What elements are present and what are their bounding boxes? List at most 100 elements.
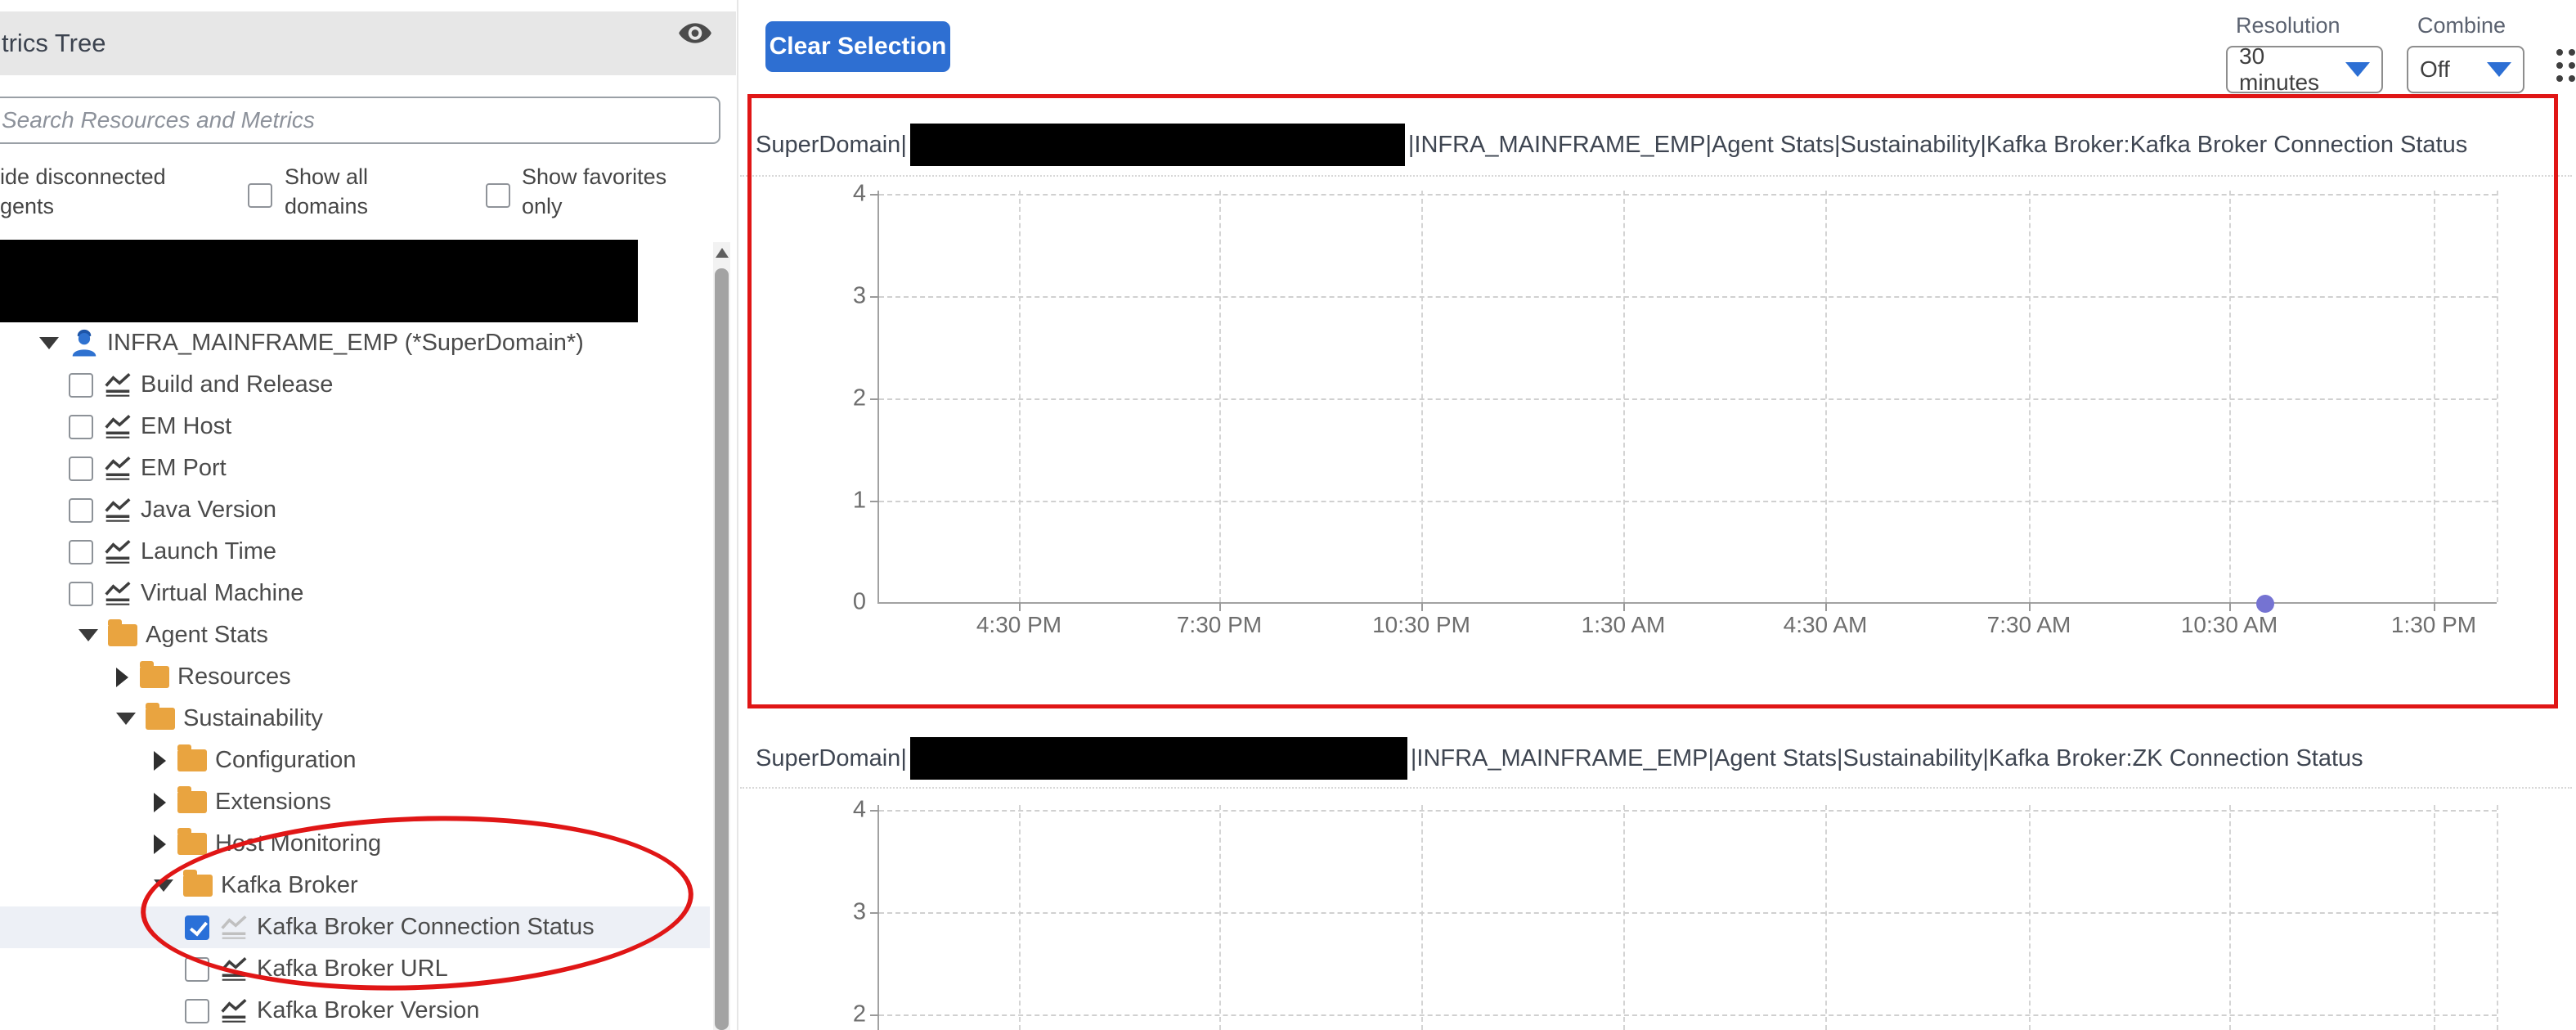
metric-chart-icon <box>105 414 131 439</box>
metric-chart-icon <box>105 372 131 397</box>
collapse-icon[interactable] <box>39 337 59 349</box>
folder-icon <box>183 870 213 897</box>
expand-icon[interactable] <box>154 792 166 812</box>
tree-item-resources[interactable]: Resources <box>0 656 710 698</box>
scrollbar-up-arrow-icon[interactable] <box>716 248 729 258</box>
resolution-dropdown[interactable]: 30 minutes <box>2226 43 2383 95</box>
tree-item-label: Kafka Broker Version <box>257 997 480 1023</box>
tree-item-java-version[interactable]: Java Version <box>0 489 710 531</box>
y-axis-tick-label: 2 <box>852 385 866 412</box>
tree-item-build-and-release[interactable]: Build and Release <box>0 364 710 406</box>
tree-item-kafka-broker[interactable]: Kafka Broker <box>0 865 710 906</box>
show-hide-eye-icon[interactable] <box>677 20 713 51</box>
redacted-agent-name <box>909 124 1405 166</box>
combine-value: Off <box>2420 56 2450 82</box>
x-axis-tick-label: 4:30 AM <box>1783 612 1868 637</box>
x-axis-tick-label: 4:30 PM <box>976 612 1062 637</box>
clear-selection-button[interactable]: Clear Selection <box>765 21 950 72</box>
expand-icon[interactable] <box>154 834 166 854</box>
tree-item-label: Kafka Broker <box>221 872 358 898</box>
collapse-icon[interactable] <box>154 879 173 892</box>
collapse-icon[interactable] <box>116 713 136 725</box>
chart2-divider <box>740 787 2572 789</box>
folder-icon <box>146 703 175 730</box>
chevron-down-icon <box>2345 62 2370 77</box>
expand-icon[interactable] <box>116 667 128 687</box>
search-input[interactable] <box>0 97 720 144</box>
combine-dropdown[interactable]: Off <box>2407 46 2524 93</box>
chart2-plot-area[interactable]: 4 3 2 <box>853 797 2498 1030</box>
tree-item-label: Agent Stats <box>146 622 268 648</box>
tree-item-label: Virtual Machine <box>141 580 304 606</box>
metric-checkbox[interactable] <box>69 372 93 398</box>
x-axis-tick-label: 1:30 AM <box>1581 612 1666 637</box>
folder-icon <box>177 828 207 855</box>
tree-item-label: Configuration <box>215 747 357 773</box>
tree-item-sustainability[interactable]: Sustainability <box>0 698 710 740</box>
show-all-domains-checkbox[interactable] <box>248 183 272 208</box>
chart1-divider <box>740 175 2572 177</box>
y-axis-tick-label: 1 <box>852 487 866 514</box>
redacted-tree-entry <box>0 240 638 322</box>
metric-chart-icon <box>221 956 247 981</box>
tree-item-label: Resources <box>177 663 291 690</box>
tree-item-label: Kafka Broker Connection Status <box>257 914 595 940</box>
tree-item-kafka-broker-url[interactable]: Kafka Broker URL <box>0 948 710 990</box>
chart2-title: SuperDomain| |INFRA_MAINFRAME_EMP|Agent … <box>756 736 2363 780</box>
tree-item-agent-stats[interactable]: Agent Stats <box>0 614 710 656</box>
tree-item-label: EM Port <box>141 455 227 481</box>
show-all-domains-label: Show all domains <box>285 164 369 218</box>
collapse-icon[interactable] <box>79 629 98 641</box>
metric-checkbox[interactable] <box>69 497 93 523</box>
y-axis-tick-label: 2 <box>852 1001 866 1028</box>
folder-icon <box>177 786 207 813</box>
chart1-plot-area[interactable]: 4 3 2 1 0 4:30 PM 7:30 PM 10:30 PM 1:30 … <box>853 181 2498 637</box>
metric-checkbox[interactable] <box>185 956 209 982</box>
tree-item-label: Java Version <box>141 497 277 523</box>
tree-item-label: Host Monitoring <box>215 830 382 857</box>
y-axis-tick-label: 3 <box>852 282 866 309</box>
y-axis-tick-label: 4 <box>852 796 866 823</box>
tree-item-launch-time[interactable]: Launch Time <box>0 531 710 573</box>
metric-chart-icon <box>105 497 131 522</box>
tree-item-em-host[interactable]: EM Host <box>0 406 710 448</box>
metric-checkbox-checked[interactable] <box>185 915 209 940</box>
metric-chart-icon <box>105 539 131 564</box>
folder-icon <box>177 744 207 771</box>
metric-checkbox[interactable] <box>69 539 93 564</box>
y-axis-tick-label: 4 <box>852 180 866 207</box>
x-axis-tick-label: 7:30 AM <box>1986 612 2071 637</box>
tree-item-agent-domain[interactable]: INFRA_MAINFRAME_EMP (*SuperDomain*) <box>0 322 710 364</box>
metrics-tree-panel: trics Tree ide disconnected gents Show a… <box>0 0 736 1030</box>
tree-item-configuration[interactable]: Configuration <box>0 740 710 781</box>
tree-item-label: Launch Time <box>141 538 277 564</box>
metric-checkbox[interactable] <box>69 456 93 481</box>
tree-item-em-port[interactable]: EM Port <box>0 448 710 489</box>
tree-item-kafka-broker-connection-status[interactable]: Kafka Broker Connection Status <box>0 906 710 948</box>
x-axis-tick-label: 1:30 PM <box>2390 612 2477 637</box>
metric-checkbox[interactable] <box>69 414 93 439</box>
y-axis-tick-label: 3 <box>852 898 866 925</box>
tree-item-virtual-machine[interactable]: Virtual Machine <box>0 573 710 614</box>
tree-item-extensions[interactable]: Extensions <box>0 781 710 823</box>
redacted-agent-name <box>909 737 1407 780</box>
folder-icon <box>108 619 137 646</box>
folder-icon <box>140 661 169 688</box>
resolution-label: Resolution <box>2236 13 2340 38</box>
panel-title: trics Tree <box>2 29 106 57</box>
tree-item-label: Build and Release <box>141 371 334 398</box>
tree-item-kafka-broker-version[interactable]: Kafka Broker Version <box>0 990 710 1030</box>
more-options-icon[interactable] <box>2556 49 2575 82</box>
data-point[interactable] <box>2256 595 2274 613</box>
metric-checkbox[interactable] <box>185 998 209 1023</box>
expand-icon[interactable] <box>154 750 166 771</box>
chart1-title: SuperDomain| |INFRA_MAINFRAME_EMP|Agent … <box>756 123 2467 167</box>
tree-item-host-monitoring[interactable]: Host Monitoring <box>0 823 710 865</box>
sidebar-scrollbar-thumb[interactable] <box>715 268 729 1030</box>
y-axis-tick-label: 0 <box>852 588 866 615</box>
metric-checkbox[interactable] <box>69 581 93 606</box>
show-favorites-only-label: Show favorites only <box>522 164 667 218</box>
show-favorites-only-checkbox[interactable] <box>486 183 510 208</box>
resolution-value: 30 minutes <box>2239 43 2320 95</box>
